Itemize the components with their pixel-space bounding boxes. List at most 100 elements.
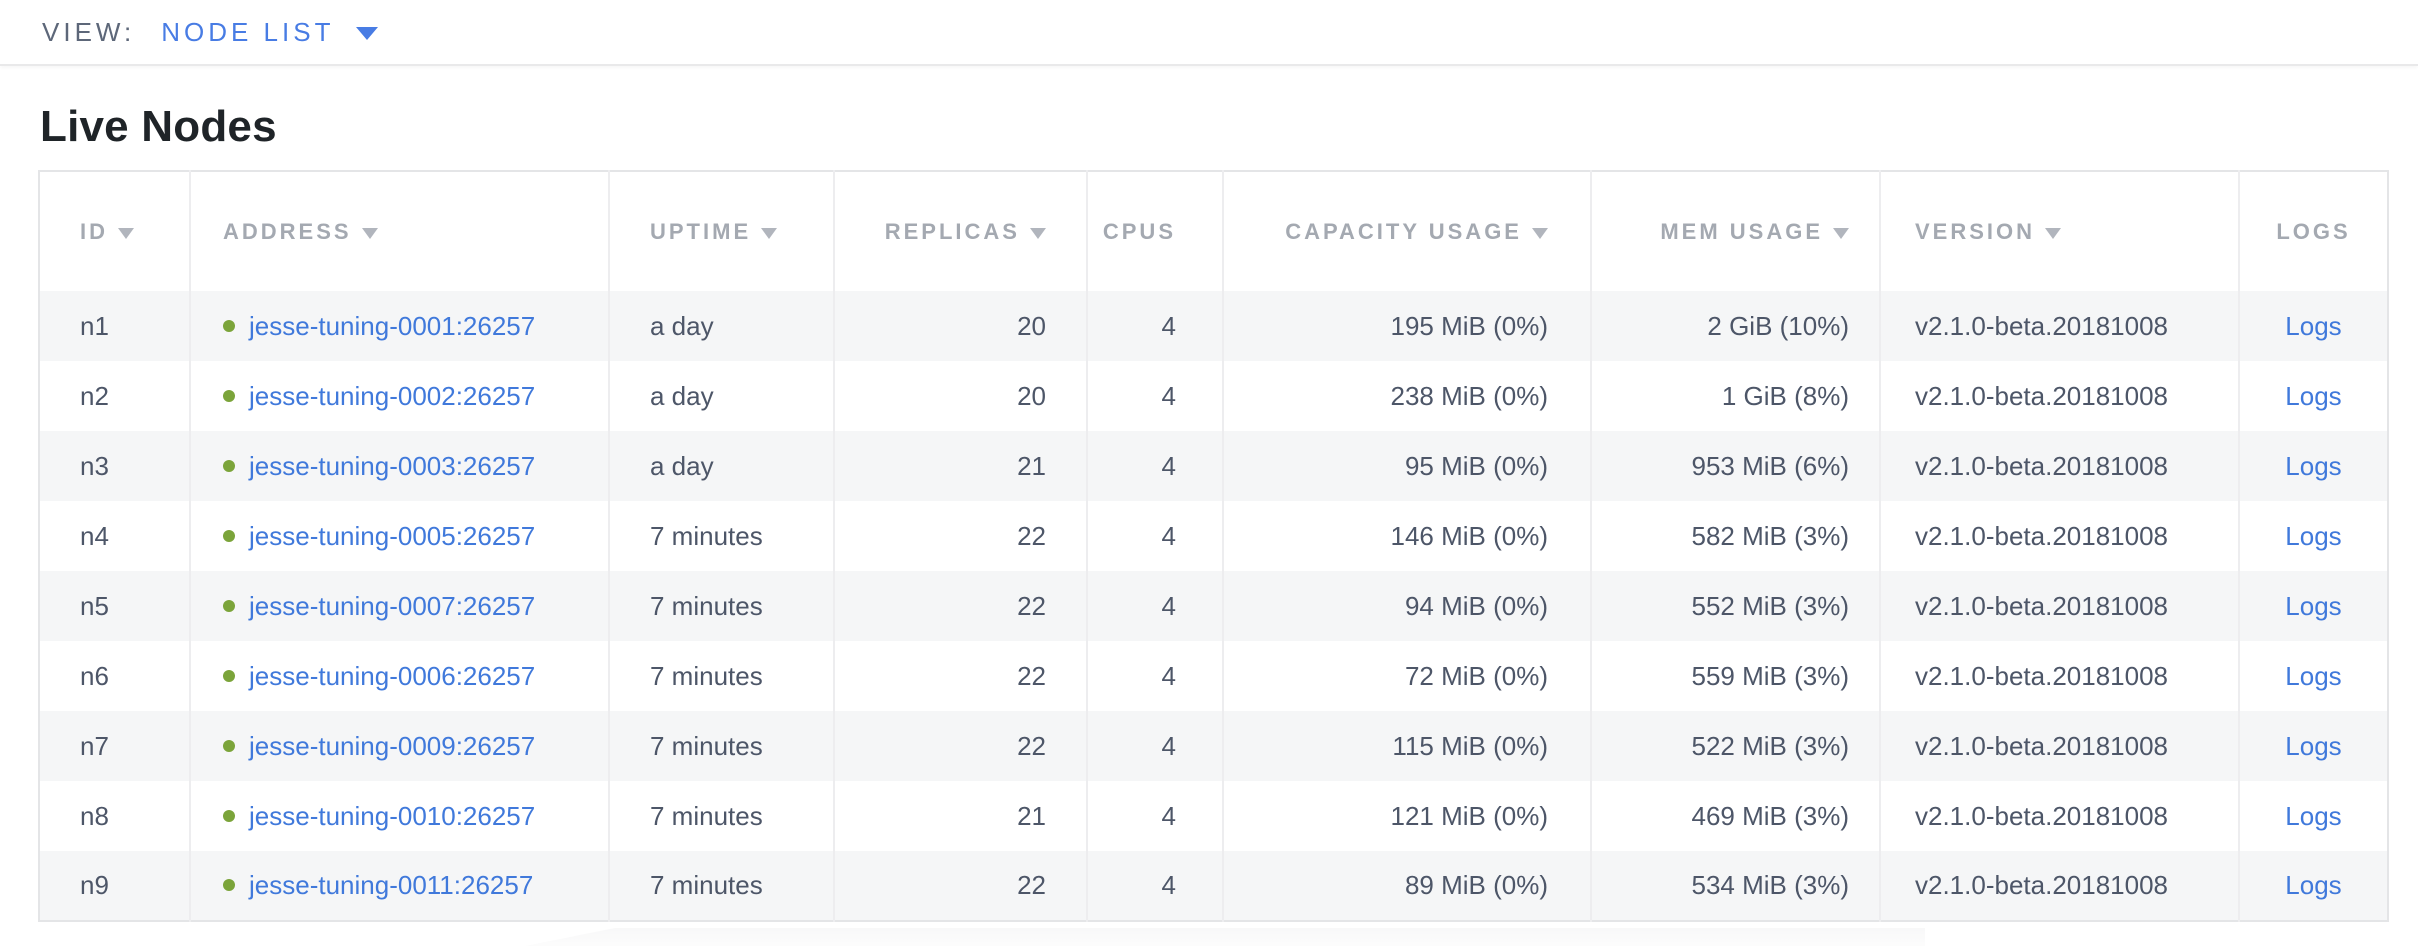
view-dropdown-value[interactable]: NODE LIST bbox=[161, 16, 335, 47]
node-capacity-usage-cell: 89 MiB (0%) bbox=[1222, 851, 1592, 921]
node-version-cell: v2.1.0-beta.20181008 bbox=[1879, 641, 2240, 711]
page-title: Live Nodes bbox=[40, 102, 277, 151]
table-row: n5 jesse-tuning-0007:26257 7 minutes 22 … bbox=[39, 571, 2388, 641]
column-header-replicas[interactable]: REPLICAS bbox=[833, 171, 1088, 291]
node-replicas-cell: 20 bbox=[833, 291, 1088, 361]
node-capacity-usage-cell: 115 MiB (0%) bbox=[1222, 711, 1592, 781]
node-version-cell: v2.1.0-beta.20181008 bbox=[1879, 361, 2240, 431]
node-replicas-cell: 22 bbox=[833, 711, 1088, 781]
sort-desc-icon[interactable] bbox=[1833, 227, 1849, 239]
column-header-version[interactable]: VERSION bbox=[1879, 171, 2240, 291]
column-header-capacity-usage[interactable]: CAPACITY USAGE bbox=[1222, 171, 1592, 291]
node-mem-usage-cell: 469 MiB (3%) bbox=[1590, 781, 1881, 851]
node-logs-link[interactable]: Logs bbox=[2285, 660, 2342, 691]
sort-desc-icon[interactable] bbox=[118, 227, 134, 239]
node-capacity-usage-cell: 238 MiB (0%) bbox=[1222, 361, 1592, 431]
node-capacity-usage-cell: 121 MiB (0%) bbox=[1222, 781, 1592, 851]
node-logs-cell: Logs bbox=[2238, 781, 2388, 851]
node-logs-cell: Logs bbox=[2238, 711, 2388, 781]
node-logs-cell: Logs bbox=[2238, 571, 2388, 641]
view-dropdown[interactable]: NODE LIST bbox=[161, 16, 379, 48]
node-cpus-cell: 4 bbox=[1086, 291, 1224, 361]
node-live-status-icon bbox=[223, 599, 235, 612]
sort-desc-icon[interactable] bbox=[1030, 227, 1046, 239]
node-uptime-cell: a day bbox=[608, 291, 835, 361]
node-logs-cell: Logs bbox=[2238, 291, 2388, 361]
node-address-link[interactable]: jesse-tuning-0003:26257 bbox=[249, 450, 536, 481]
node-cpus-cell: 4 bbox=[1086, 851, 1224, 921]
node-cpus-cell: 4 bbox=[1086, 571, 1224, 641]
node-capacity-usage-cell: 94 MiB (0%) bbox=[1222, 571, 1592, 641]
node-replicas-cell: 21 bbox=[833, 431, 1088, 501]
node-live-status-icon bbox=[223, 529, 235, 542]
node-replicas-cell: 22 bbox=[833, 571, 1088, 641]
node-address-link[interactable]: jesse-tuning-0002:26257 bbox=[249, 380, 536, 411]
column-header-address[interactable]: ADDRESS bbox=[189, 171, 610, 291]
node-logs-link[interactable]: Logs bbox=[2285, 730, 2342, 761]
node-uptime-cell: 7 minutes bbox=[608, 571, 835, 641]
node-logs-link[interactable]: Logs bbox=[2285, 520, 2342, 551]
node-address-link[interactable]: jesse-tuning-0011:26257 bbox=[249, 870, 534, 900]
node-address-link[interactable]: jesse-tuning-0010:26257 bbox=[249, 800, 536, 831]
node-address-cell: jesse-tuning-0002:26257 bbox=[189, 361, 610, 431]
node-version-cell: v2.1.0-beta.20181008 bbox=[1879, 431, 2240, 501]
node-uptime-cell: 7 minutes bbox=[608, 501, 835, 571]
node-cpus-cell: 4 bbox=[1086, 781, 1224, 851]
node-logs-link[interactable]: Logs bbox=[2285, 310, 2342, 341]
node-uptime-cell: 7 minutes bbox=[608, 781, 835, 851]
node-uptime-cell: a day bbox=[608, 431, 835, 501]
chevron-down-icon[interactable] bbox=[356, 27, 379, 40]
node-uptime-cell: 7 minutes bbox=[608, 641, 835, 711]
sort-desc-icon[interactable] bbox=[2045, 227, 2062, 239]
node-mem-usage-cell: 582 MiB (3%) bbox=[1590, 501, 1881, 571]
node-cpus-cell: 4 bbox=[1086, 501, 1224, 571]
node-capacity-usage-cell: 95 MiB (0%) bbox=[1222, 431, 1592, 501]
node-id-cell: n8 bbox=[39, 781, 191, 851]
node-logs-link[interactable]: Logs bbox=[2285, 590, 2342, 621]
node-address-cell: jesse-tuning-0011:26257 bbox=[189, 851, 610, 921]
node-address-link[interactable]: jesse-tuning-0001:26257 bbox=[249, 310, 536, 341]
node-id-cell: n5 bbox=[39, 571, 191, 641]
node-address-cell: jesse-tuning-0003:26257 bbox=[189, 431, 610, 501]
node-id-cell: n9 bbox=[39, 851, 191, 921]
sort-desc-icon[interactable] bbox=[1532, 227, 1548, 239]
node-mem-usage-cell: 2 GiB (10%) bbox=[1590, 291, 1881, 361]
node-logs-link[interactable]: Logs bbox=[2285, 800, 2342, 831]
node-version-cell: v2.1.0-beta.20181008 bbox=[1879, 571, 2240, 641]
node-address-cell: jesse-tuning-0005:26257 bbox=[189, 501, 610, 571]
node-cpus-cell: 4 bbox=[1086, 711, 1224, 781]
node-capacity-usage-cell: 195 MiB (0%) bbox=[1222, 291, 1592, 361]
node-address-cell: jesse-tuning-0010:26257 bbox=[189, 781, 610, 851]
live-nodes-table: ID ADDRESS UPTIME REPLICAS CPUS CAPACITY… bbox=[38, 170, 2389, 922]
node-live-status-icon bbox=[223, 669, 235, 682]
node-live-status-icon bbox=[223, 319, 235, 332]
sort-desc-icon[interactable] bbox=[361, 227, 378, 239]
node-logs-link[interactable]: Logs bbox=[2285, 380, 2342, 411]
node-mem-usage-cell: 522 MiB (3%) bbox=[1590, 711, 1881, 781]
column-header-id[interactable]: ID bbox=[39, 171, 191, 291]
node-address-link[interactable]: jesse-tuning-0005:26257 bbox=[249, 520, 536, 551]
node-id-cell: n3 bbox=[39, 431, 191, 501]
node-address-link[interactable]: jesse-tuning-0006:26257 bbox=[249, 660, 536, 691]
node-cpus-cell: 4 bbox=[1086, 431, 1224, 501]
view-label: VIEW: bbox=[42, 16, 136, 47]
node-uptime-cell: 7 minutes bbox=[608, 711, 835, 781]
node-replicas-cell: 22 bbox=[833, 501, 1088, 571]
column-header-mem-usage[interactable]: MEM USAGE bbox=[1590, 171, 1881, 291]
node-logs-link[interactable]: Logs bbox=[2285, 870, 2342, 900]
node-replicas-cell: 20 bbox=[833, 361, 1088, 431]
node-id-cell: n4 bbox=[39, 501, 191, 571]
node-replicas-cell: 22 bbox=[833, 851, 1088, 921]
column-header-logs: LOGS bbox=[2238, 171, 2388, 291]
table-row: n8 jesse-tuning-0010:26257 7 minutes 21 … bbox=[39, 781, 2388, 851]
node-id-cell: n2 bbox=[39, 361, 191, 431]
column-header-uptime[interactable]: UPTIME bbox=[608, 171, 835, 291]
sort-desc-icon[interactable] bbox=[761, 227, 778, 239]
node-version-cell: v2.1.0-beta.20181008 bbox=[1879, 711, 2240, 781]
node-address-link[interactable]: jesse-tuning-0009:26257 bbox=[249, 730, 536, 761]
node-address-link[interactable]: jesse-tuning-0007:26257 bbox=[249, 590, 536, 621]
next-panel-shadow bbox=[525, 928, 1925, 946]
node-logs-link[interactable]: Logs bbox=[2285, 450, 2342, 481]
node-mem-usage-cell: 552 MiB (3%) bbox=[1590, 571, 1881, 641]
node-logs-cell: Logs bbox=[2238, 501, 2388, 571]
